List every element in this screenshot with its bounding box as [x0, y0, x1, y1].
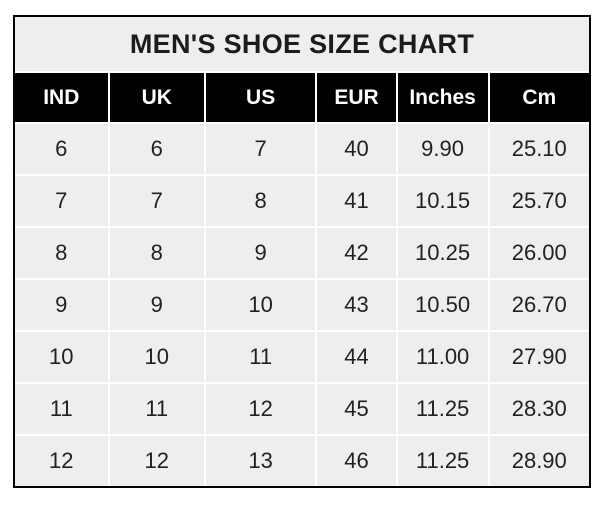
- table-cell: 26.00: [487, 226, 589, 280]
- table-cell: 12: [15, 434, 110, 486]
- table-cell: 10: [15, 330, 110, 384]
- table-cell: 10: [203, 278, 318, 332]
- table-cell: 8: [203, 174, 318, 228]
- table-cell: 42: [315, 226, 398, 280]
- table-cell: 41: [315, 174, 398, 228]
- table-cell: 12: [107, 434, 206, 486]
- table-cell: 11: [203, 330, 318, 384]
- table-cell: 11: [107, 382, 206, 436]
- table-cell: 25.10: [487, 122, 589, 176]
- table-row: 9 9 10 43 10.50 26.70: [15, 278, 589, 332]
- table-cell: 11.25: [395, 382, 490, 436]
- table-row: 7 7 8 41 10.15 25.70: [15, 174, 589, 228]
- table-cell: 46: [315, 434, 398, 486]
- table-cell: 45: [315, 382, 398, 436]
- column-header-inches: Inches: [395, 73, 490, 124]
- table-cell: 13: [203, 434, 318, 486]
- table-cell: 10: [107, 330, 206, 384]
- table-cell: 8: [107, 226, 206, 280]
- column-header-eur: EUR: [315, 73, 398, 124]
- shoe-size-chart: MEN'S SHOE SIZE CHART IND UK US EUR Inches Cm…: [13, 15, 591, 488]
- table-cell: 7: [15, 174, 110, 228]
- table-row: 6 6 7 40 9.90 25.10: [15, 122, 589, 176]
- table-cell: 9: [107, 278, 206, 332]
- chart-title: MEN'S SHOE SIZE CHART: [15, 17, 589, 73]
- table-cell: 25.70: [487, 174, 589, 228]
- table-cell: 9: [203, 226, 318, 280]
- table-cell: 28.90: [487, 434, 589, 486]
- table-row: 10 10 11 44 11.00 27.90: [15, 330, 589, 384]
- table-cell: 26.70: [487, 278, 589, 332]
- column-header-uk: UK: [107, 73, 206, 124]
- table-cell: 11.25: [395, 434, 490, 486]
- table-row: 8 8 9 42 10.25 26.00: [15, 226, 589, 280]
- column-header-us: US: [203, 73, 318, 124]
- table-cell: 12: [203, 382, 318, 436]
- column-header-cm: Cm: [487, 73, 589, 124]
- table-cell: 6: [107, 122, 206, 176]
- table-cell: 11: [15, 382, 110, 436]
- table-cell: 9.90: [395, 122, 490, 176]
- table-row: 12 12 13 46 11.25 28.90: [15, 434, 589, 486]
- table-cell: 9: [15, 278, 110, 332]
- table-cell: 44: [315, 330, 398, 384]
- column-header-ind: IND: [15, 73, 110, 124]
- header-row: IND UK US EUR Inches Cm: [15, 73, 589, 124]
- size-table: IND UK US EUR Inches Cm 6 6 7 40 9.90 25.10 7 7 8 41 10…: [15, 73, 589, 486]
- table-cell: 6: [15, 122, 110, 176]
- table-cell: 27.90: [487, 330, 589, 384]
- table-cell: 10.50: [395, 278, 490, 332]
- table-cell: 28.30: [487, 382, 589, 436]
- table-cell: 10.25: [395, 226, 490, 280]
- table-cell: 8: [15, 226, 110, 280]
- table-cell: 11.00: [395, 330, 490, 384]
- table-cell: 7: [107, 174, 206, 228]
- table-cell: 7: [203, 122, 318, 176]
- table-cell: 40: [315, 122, 398, 176]
- table-cell: 10.15: [395, 174, 490, 228]
- table-row: 11 11 12 45 11.25 28.30: [15, 382, 589, 436]
- table-cell: 43: [315, 278, 398, 332]
